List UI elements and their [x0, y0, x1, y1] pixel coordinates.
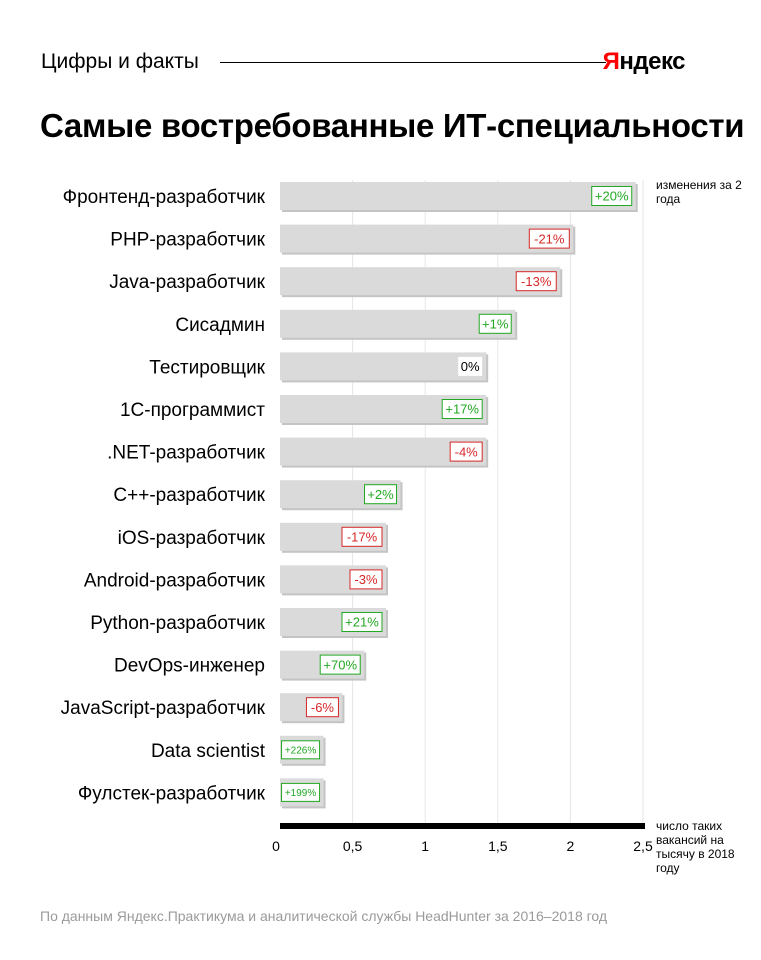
category-label: PHP-разработчик	[110, 230, 265, 251]
change-badge	[449, 441, 483, 462]
change-badge	[341, 526, 383, 547]
change-badge	[281, 740, 321, 760]
change-label: 0%	[461, 359, 480, 374]
change-badge	[591, 186, 633, 206]
category-label: Data scientist	[151, 741, 266, 762]
brand-logo-first-letter: Я	[602, 48, 620, 75]
change-badge	[319, 654, 361, 675]
header: Цифры и факты Яндекс	[41, 48, 685, 76]
brand-logo-rest: ндекс	[619, 48, 685, 75]
change-label: -13%	[521, 274, 552, 289]
header-label: Цифры и факты	[41, 50, 199, 73]
x-tick-label: 2	[567, 838, 575, 854]
change-label: -6%	[311, 700, 335, 715]
bar	[280, 352, 487, 381]
bar-chart: Фронтенд-разработчик +20% PHP-разработчик -…	[61, 180, 653, 854]
category-label: Java-разработчик	[109, 272, 265, 293]
x-tick-label: 0	[272, 838, 280, 854]
category-label: Python-разработчик	[90, 613, 265, 634]
x-tick-label: 2,5	[633, 838, 653, 854]
category-label: JavaScript-разработчик	[61, 698, 266, 719]
category-label: iOS-разработчик	[118, 528, 266, 549]
change-label: +199%	[285, 788, 317, 799]
bar	[280, 182, 636, 210]
change-label: +21%	[345, 615, 379, 630]
change-label: -4%	[455, 444, 479, 459]
change-badge	[364, 484, 398, 505]
x-axis	[280, 823, 645, 829]
x-tick-label: 1	[421, 838, 429, 854]
change-label: +226%	[285, 745, 317, 756]
bar	[280, 224, 574, 253]
axis-note: число таких вакансий на тысячу в 2018 го…	[656, 819, 735, 875]
change-badge	[305, 697, 339, 718]
source-note: По данным Яндекс.Практикума и аналитичес…	[40, 908, 608, 924]
change-note: изменения за 2 года	[656, 178, 742, 206]
category-label: Android-разработчик	[84, 570, 266, 591]
change-badge	[281, 782, 321, 802]
category-label: Сисадмин	[175, 315, 265, 336]
change-label: -3%	[354, 572, 378, 587]
category-label: DevOps-инженер	[114, 656, 265, 677]
x-tick-label: 1,5	[488, 838, 508, 854]
change-label: +1%	[482, 316, 509, 331]
bar	[280, 267, 561, 296]
category-label: Тестировщик	[149, 357, 265, 378]
change-badge	[349, 569, 383, 590]
change-badge	[478, 313, 512, 334]
change-label: +70%	[323, 657, 357, 672]
change-label: -17%	[347, 529, 378, 544]
category-label: Фронтенд-разработчик	[63, 187, 266, 208]
change-label: +17%	[445, 402, 479, 417]
category-label: .NET-разработчик	[107, 443, 266, 464]
change-label: -21%	[534, 231, 565, 246]
change-badge	[458, 356, 483, 376]
brand-logo: Яндекс	[602, 48, 686, 76]
header-rule	[220, 62, 606, 63]
bar	[280, 309, 516, 338]
change-label: +20%	[595, 189, 629, 204]
category-label: Фулстек-разработчик	[78, 783, 266, 804]
category-label: С++-разработчик	[113, 485, 265, 506]
change-label: +2%	[367, 487, 394, 502]
change-badge	[515, 271, 557, 292]
change-badge	[441, 399, 483, 419]
chart-title: Самые востребованные ИТ-специальности	[40, 107, 745, 144]
change-badge	[528, 228, 570, 249]
x-tick-label: 0,5	[343, 838, 363, 854]
category-label: 1С-программист	[120, 400, 265, 421]
change-badge	[341, 612, 383, 632]
